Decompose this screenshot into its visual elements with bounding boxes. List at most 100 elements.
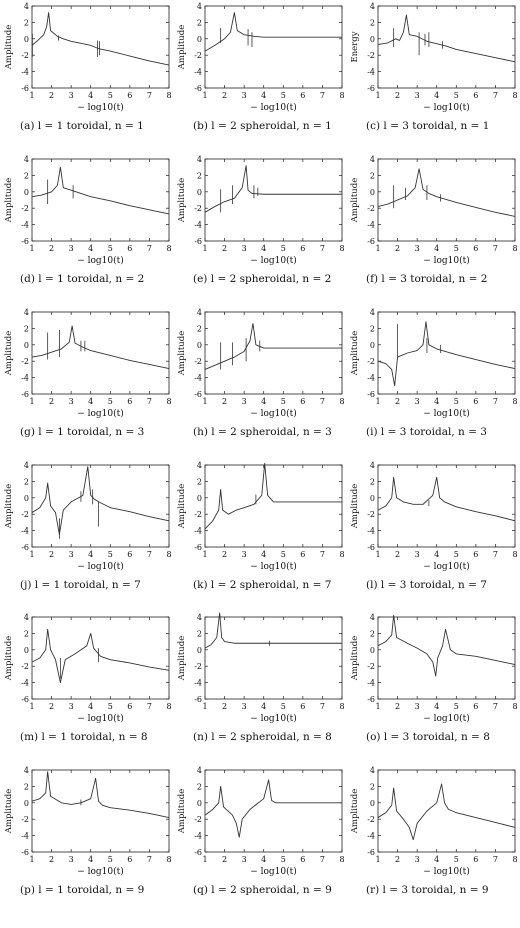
y-tick-label: 2 [370,477,375,486]
x-tick-label: 7 [147,91,152,100]
x-tick-label: 6 [300,91,305,100]
x-tick-label: 6 [127,702,132,711]
y-tick-label: -2 [21,815,29,824]
figure-caption: (d) l = 1 toroidal, n = 2 [20,273,144,285]
x-tick-label: 8 [339,550,344,559]
y-tick-label: -4 [194,679,202,688]
y-tick-label: -6 [194,237,202,246]
y-tick-label: -6 [194,543,202,552]
y-tick-label: 2 [370,171,375,180]
chart-g: 1 2 3 4 5 6 7 8 -6 -4 -2 0 2 4 Amplitude − log10(t) (g) … [4,308,172,438]
x-axis-label: − log10(t) [77,102,124,113]
x-tick-label: 6 [300,244,305,253]
x-tick-label: 2 [49,855,54,864]
y-tick-label: 2 [197,782,202,791]
plot-frame [204,616,343,700]
figure-caption: (p) l = 1 toroidal, n = 9 [20,884,144,896]
x-tick-label: 5 [454,397,459,406]
y-tick-label: -2 [367,815,375,824]
x-tick-label: 4 [88,244,93,253]
y-tick-label: 2 [197,477,202,486]
series-line [204,12,342,52]
x-tick-label: 3 [69,550,74,559]
x-tick-label: 2 [49,244,54,253]
y-tick-label: -4 [194,221,202,230]
y-axis-label: Amplitude [177,636,187,681]
x-tick-label: 2 [395,550,400,559]
x-tick-label: 7 [493,855,498,864]
y-tick-label: 2 [24,18,29,27]
x-tick-label: 7 [493,244,498,253]
x-tick-label: 6 [300,855,305,864]
x-tick-label: 1 [375,702,380,711]
y-tick-label: -2 [194,51,202,60]
y-tick-label: 4 [24,308,29,317]
chart-n: 1 2 3 4 5 6 7 8 -6 -4 -2 0 2 4 Amplitude − log10(t) (n) … [177,612,345,743]
series-line [31,325,170,370]
x-tick-label: 8 [512,855,517,864]
x-tick-label: 8 [339,702,344,711]
y-tick-label: 2 [370,324,375,333]
x-tick-label: 6 [300,702,305,711]
y-tick-label: 2 [24,629,29,638]
y-axis-label: Amplitude [350,178,360,223]
y-axis-label: Energy [350,31,360,62]
y-tick-label: 0 [197,341,202,350]
y-tick-label: 4 [370,766,375,775]
x-tick-label: 7 [320,550,325,559]
y-tick-label: 0 [24,341,29,350]
y-tick-label: 4 [197,155,202,164]
x-tick-label: 2 [222,397,227,406]
x-tick-label: 4 [88,91,93,100]
x-tick-label: 8 [512,702,517,711]
plot-frame [377,5,516,89]
x-tick-label: 3 [69,244,74,253]
y-tick-label: -4 [367,832,375,841]
series-line [31,466,170,536]
y-tick-label: 2 [370,782,375,791]
x-tick-label: 2 [222,244,227,253]
x-tick-label: 6 [473,397,478,406]
x-tick-label: 6 [127,550,132,559]
x-tick-label: 4 [261,244,266,253]
y-tick-label: -6 [21,237,29,246]
series-line [204,612,342,649]
x-tick-label: 5 [454,702,459,711]
x-tick-label: 2 [222,91,227,100]
x-tick-label: 5 [281,702,286,711]
x-tick-label: 1 [29,855,34,864]
figure-caption: (c) l = 3 toroidal, n = 1 [366,120,489,132]
x-tick-label: 3 [242,702,247,711]
x-tick-label: 4 [261,550,266,559]
y-tick-label: 0 [370,188,375,197]
y-tick-label: -2 [367,204,375,213]
figure-caption: (q) l = 2 spheroidal, n = 9 [193,884,332,896]
x-tick-label: 4 [88,855,93,864]
x-tick-label: 3 [415,855,420,864]
figure-caption: (n) l = 2 spheroidal, n = 8 [193,731,332,743]
y-tick-label: -2 [194,815,202,824]
y-tick-label: -4 [21,679,29,688]
y-tick-label: 4 [24,613,29,622]
x-tick-label: 3 [242,91,247,100]
x-axis-label: − log10(t) [250,866,297,877]
plot-frame [31,769,170,853]
x-tick-label: 2 [49,91,54,100]
x-tick-label: 5 [108,397,113,406]
chart-o: 1 2 3 4 5 6 7 8 -6 -4 -2 0 2 4 Amplitude − log10(t) (o) … [350,613,518,743]
x-tick-label: 6 [473,91,478,100]
x-tick-label: 6 [473,550,478,559]
x-tick-label: 7 [493,550,498,559]
y-tick-label: 2 [197,324,202,333]
x-axis-label: − log10(t) [250,102,297,113]
x-axis-label: − log10(t) [423,408,470,419]
x-tick-label: 1 [29,702,34,711]
figure-caption: (o) l = 3 toroidal, n = 8 [366,731,490,743]
x-tick-label: 7 [320,855,325,864]
x-tick-label: 3 [69,855,74,864]
chart-a: 1 2 3 4 5 6 7 8 -6 -4 -2 0 2 4 Amplitude − log10(t) (a) … [4,2,172,132]
x-tick-label: 4 [434,855,439,864]
chart-f: 1 2 3 4 5 6 7 8 -6 -4 -2 0 2 4 Amplitude − log10(t) (f) … [350,155,518,285]
y-tick-label: 4 [370,613,375,622]
